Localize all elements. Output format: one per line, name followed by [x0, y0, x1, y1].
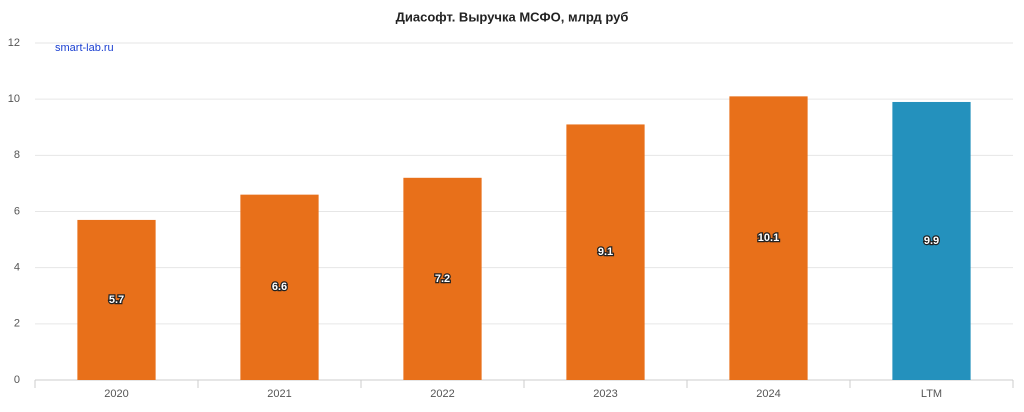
bar [240, 194, 319, 380]
x-tick-label: LTM [921, 388, 942, 400]
bar [77, 219, 156, 380]
value-label: 9.1 [598, 246, 613, 258]
bar [729, 96, 808, 380]
x-tick-label: 2024 [756, 388, 780, 400]
x-tick-label: 2023 [593, 388, 617, 400]
bar [892, 101, 971, 380]
x-tick-label: 2020 [104, 388, 128, 400]
value-label: 9.9 [924, 235, 939, 247]
x-tick-label: 2022 [430, 388, 454, 400]
y-tick-label: 8 [14, 149, 20, 161]
value-label: 5.7 [109, 294, 124, 306]
chart-title: Диасофт. Выручка МСФО, млрд руб [396, 9, 629, 24]
y-tick-label: 6 [14, 205, 20, 217]
bar [403, 177, 482, 380]
y-tick-label: 4 [14, 262, 20, 274]
bar [566, 124, 645, 380]
credit: smart-lab.ru [55, 42, 114, 54]
value-label: 6.6 [272, 281, 287, 293]
y-tick-label: 10 [8, 93, 20, 105]
value-label: 7.2 [435, 273, 450, 285]
y-tick-label: 2 [14, 318, 20, 330]
y-tick-label: 0 [14, 374, 20, 386]
value-label: 10.1 [758, 232, 779, 244]
x-tick-label: 2021 [267, 388, 291, 400]
y-tick-label: 12 [8, 37, 20, 49]
